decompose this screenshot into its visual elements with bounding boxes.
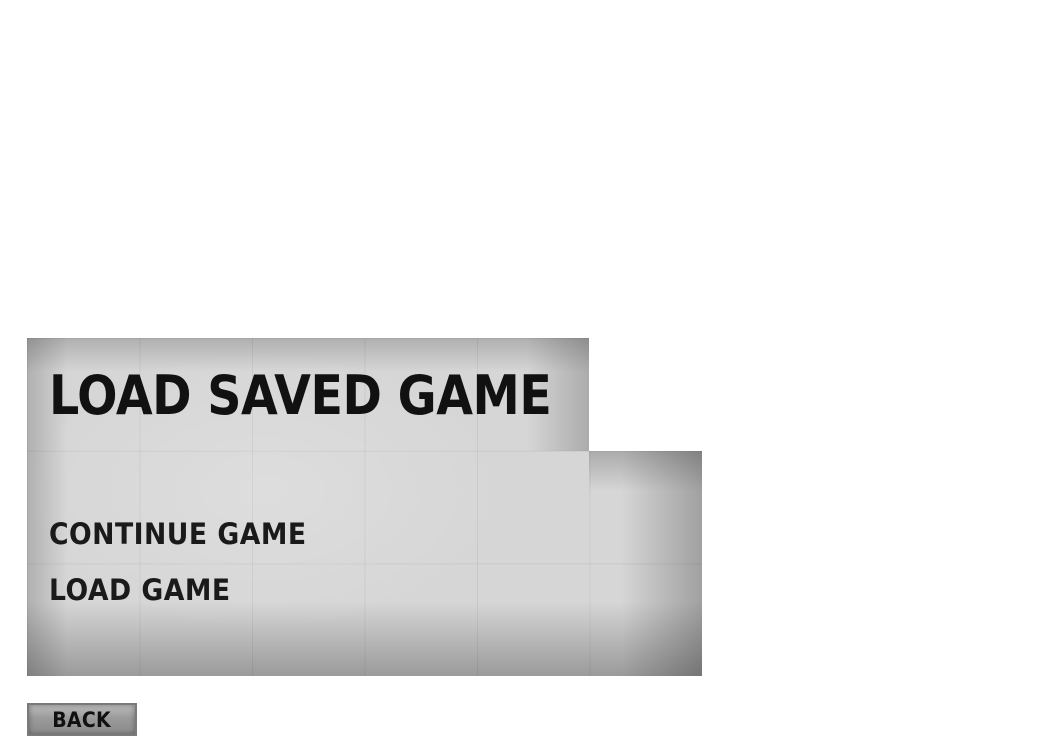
back-button-label: BACK (52, 707, 112, 732)
load-saved-game-panel: LOAD SAVED GAME CONTINUE GAME LOAD GAME (27, 338, 702, 676)
back-button[interactable]: BACK (27, 703, 137, 736)
continue-game-menu-item[interactable]: CONTINUE GAME (49, 517, 307, 551)
page-title: LOAD SAVED GAME (49, 364, 552, 427)
load-menu: CONTINUE GAME LOAD GAME (49, 514, 329, 626)
load-game-menu-item[interactable]: LOAD GAME (49, 573, 231, 607)
panel-step-shade-bottom (589, 451, 702, 491)
